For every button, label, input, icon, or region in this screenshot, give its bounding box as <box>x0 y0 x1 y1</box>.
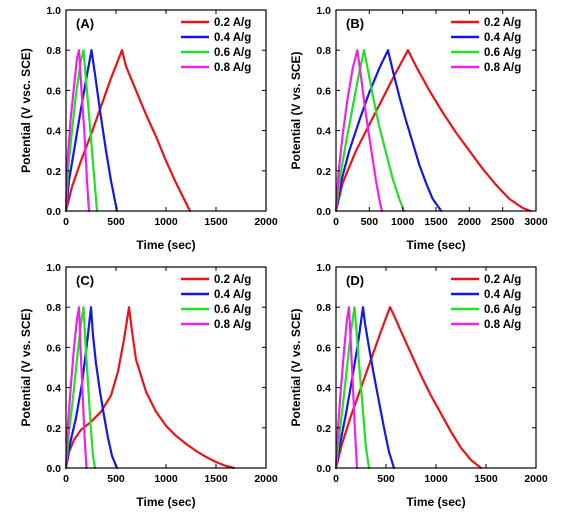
panel-label: (D) <box>346 273 364 288</box>
legend-label-2: 0.4 A/g <box>214 289 251 301</box>
series-line-1 <box>334 49 532 213</box>
y-tick-label: 0.4 <box>46 383 61 395</box>
series-line-3 <box>334 49 406 213</box>
x-tick-label: 1500 <box>474 473 498 485</box>
y-tick-label: 1.0 <box>46 5 61 17</box>
x-tick-label: 500 <box>107 473 125 485</box>
legend-label-1: 0.2 A/g <box>214 274 251 286</box>
x-tick-label: 1500 <box>424 216 448 228</box>
series-line-4 <box>64 49 91 213</box>
x-tick-label: 500 <box>361 216 379 228</box>
x-tick-label: 1500 <box>204 473 228 485</box>
y-tick-label: 0.8 <box>316 45 331 57</box>
y-tick-label: 0.8 <box>46 302 61 314</box>
x-tick-label: 2000 <box>254 216 278 228</box>
chart-panel-2: 0 500 1000 1500 2000 2500 3000 0.0 0.2 0.4 0.6 0.8 1… <box>289 5 548 252</box>
y-tick-label: 1.0 <box>316 5 331 17</box>
y-tick-label: 0.4 <box>46 126 61 138</box>
legend-label-4: 0.8 A/g <box>214 319 251 331</box>
y-tick-label: 0.4 <box>316 126 331 138</box>
series-line-4 <box>334 49 384 213</box>
series-line-3 <box>64 49 99 213</box>
panel-label: (A) <box>76 16 94 31</box>
series-line-2 <box>64 49 119 213</box>
x-tick-label: 2500 <box>491 216 515 228</box>
series-line-4 <box>334 306 359 470</box>
x-tick-label: 0 <box>333 473 339 485</box>
x-axis-label: Time (sec) <box>406 495 465 509</box>
legend-label-4: 0.8 A/g <box>484 62 521 74</box>
y-tick-label: 0.0 <box>316 463 331 475</box>
series-line-2 <box>334 306 396 470</box>
y-tick-label: 0.6 <box>316 85 331 97</box>
panel-label: (C) <box>76 273 94 288</box>
y-axis-label: Potential (V vs. SCE) <box>19 308 33 426</box>
x-tick-label: 1000 <box>154 473 178 485</box>
y-tick-label: 1.0 <box>316 262 331 274</box>
x-tick-label: 2000 <box>254 473 278 485</box>
legend-label-4: 0.8 A/g <box>484 319 521 331</box>
x-tick-label: 0 <box>63 473 69 485</box>
series-line-3 <box>334 306 371 470</box>
x-tick-label: 0 <box>63 216 69 228</box>
legend-label-3: 0.6 A/g <box>214 304 251 316</box>
y-tick-label: 0.0 <box>46 206 61 218</box>
series-line-2 <box>64 306 119 470</box>
panel-label: (B) <box>346 16 364 31</box>
x-tick-label: 2000 <box>524 473 548 485</box>
y-tick-label: 0.2 <box>46 423 61 435</box>
y-axis-label: Potential (V vs. SCE) <box>289 308 303 426</box>
y-tick-label: 1.0 <box>46 262 61 274</box>
y-tick-label: 0.6 <box>46 342 61 354</box>
x-tick-label: 1500 <box>204 216 228 228</box>
x-tick-label: 1000 <box>154 216 178 228</box>
series-line-4 <box>64 306 88 470</box>
x-tick-label: 500 <box>107 216 125 228</box>
x-axis-label: Time (sec) <box>136 495 195 509</box>
legend-label-2: 0.4 A/g <box>214 32 251 44</box>
y-tick-label: 0.2 <box>46 166 61 178</box>
legend-label-3: 0.6 A/g <box>484 47 521 59</box>
chart-panel-1: 0 500 1000 1500 2000 0.0 0.2 0.4 0.6 0.8 1.0 Time (… <box>19 5 278 252</box>
legend-label-1: 0.2 A/g <box>484 274 521 286</box>
y-tick-label: 0.4 <box>316 383 331 395</box>
series-line-1 <box>64 49 192 213</box>
legend-label-2: 0.4 A/g <box>484 32 521 44</box>
x-tick-label: 1000 <box>424 473 448 485</box>
legend-label-1: 0.2 A/g <box>484 17 521 29</box>
y-tick-label: 0.6 <box>316 342 331 354</box>
legend-label-2: 0.4 A/g <box>484 289 521 301</box>
y-tick-label: 0.8 <box>316 302 331 314</box>
y-axis-label: Potential (V vs. SCE) <box>289 51 303 169</box>
y-tick-label: 0.0 <box>46 463 61 475</box>
y-tick-label: 0.6 <box>46 85 61 97</box>
chart-panel-4: 0 500 1000 1500 2000 0.0 0.2 0.4 0.6 0.8 1.0 Time (… <box>289 262 548 509</box>
x-tick-label: 2000 <box>458 216 482 228</box>
y-tick-label: 0.8 <box>46 45 61 57</box>
y-tick-label: 0.2 <box>316 166 331 178</box>
series-line-2 <box>334 49 443 213</box>
legend-label-4: 0.8 A/g <box>214 62 251 74</box>
series-line-3 <box>64 306 97 470</box>
x-tick-label: 1000 <box>391 216 415 228</box>
y-axis-label: Potential (V vsc. SCE) <box>19 48 33 173</box>
series-line-1 <box>334 306 483 470</box>
series-line-1 <box>64 306 236 470</box>
legend-label-3: 0.6 A/g <box>214 47 251 59</box>
chart-panel-3: 0 500 1000 1500 2000 0.0 0.2 0.4 0.6 0.8 1.0 Time (… <box>19 262 278 509</box>
legend-label-3: 0.6 A/g <box>484 304 521 316</box>
x-tick-label: 500 <box>377 473 395 485</box>
x-axis-label: Time (sec) <box>136 238 195 252</box>
x-tick-label: 3000 <box>524 216 548 228</box>
x-axis-label: Time (sec) <box>406 238 465 252</box>
y-tick-label: 0.0 <box>316 206 331 218</box>
legend-label-1: 0.2 A/g <box>214 17 251 29</box>
x-tick-label: 0 <box>333 216 339 228</box>
y-tick-label: 0.2 <box>316 423 331 435</box>
